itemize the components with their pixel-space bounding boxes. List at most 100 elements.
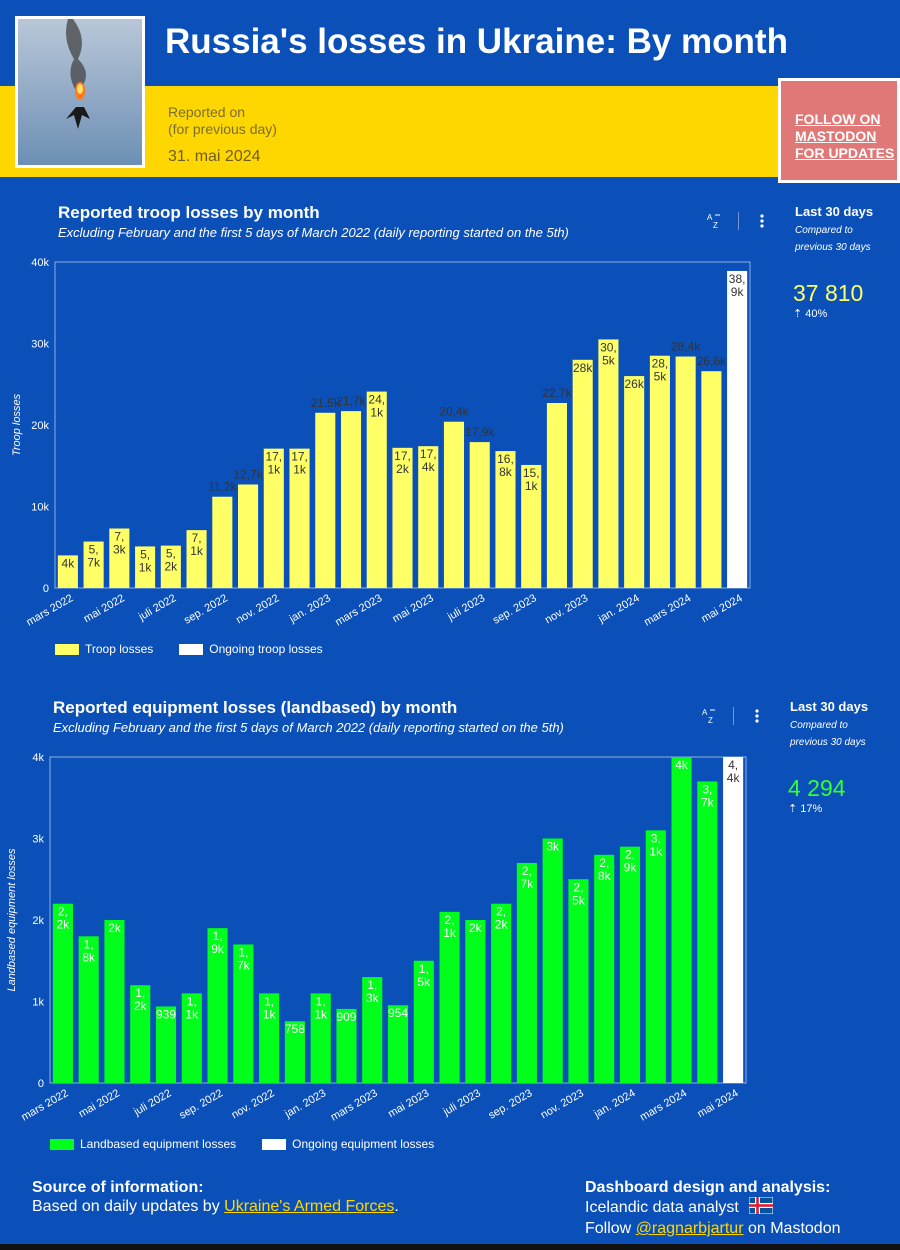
troop-data-label: 38, [729, 272, 746, 286]
header-band [0, 86, 900, 177]
troop-data-label: 4k [422, 460, 436, 474]
troop-data-label: 1k [525, 479, 539, 493]
svg-text:Z: Z [708, 716, 713, 725]
source-end: . [394, 1198, 399, 1215]
design-text: Icelandic data analyst [585, 1199, 739, 1217]
troop-y-axis-title: Troop losses [11, 393, 23, 456]
equip-data-label: 2k [108, 921, 122, 935]
troop-legend-swatch [55, 643, 79, 655]
equip-data-label: 1k [443, 926, 457, 940]
equip-data-label: 1, [135, 986, 145, 1000]
equip-data-label: 2, [573, 880, 583, 894]
troop-data-label: 17, [394, 449, 411, 463]
troop-data-label: 9k [731, 285, 745, 299]
equip-x-tick-label: jan. 2023 [282, 1087, 328, 1121]
equip-data-label: 939 [156, 1007, 176, 1021]
equip-data-label: 9k [211, 942, 225, 956]
mastodon-handle-link[interactable]: @ragnarbjartur [635, 1220, 744, 1237]
equip-bar [181, 993, 202, 1083]
equip-bar [645, 830, 666, 1083]
equip-bar [52, 903, 73, 1083]
troop-ongoing-bar [727, 270, 748, 588]
troop-bar [521, 464, 542, 588]
equip-data-label: 1, [264, 994, 274, 1008]
troop-data-label: 1k [293, 463, 307, 477]
source-text: Based on daily updates by [32, 1198, 225, 1215]
equip-data-label: 2, [522, 864, 532, 878]
equip-data-label: 2, [496, 905, 506, 919]
equip-data-label: 1k [185, 1007, 199, 1021]
troop-data-label: 1k [139, 560, 153, 574]
troop-data-label: 30, [600, 340, 617, 354]
troop-data-label: 1k [190, 544, 204, 558]
equip-y-tick-label: 3k [32, 834, 44, 846]
equip-bar [78, 936, 99, 1083]
troop-side-sub-line2: previous 30 days [795, 242, 871, 253]
equip-data-label: 3, [702, 782, 712, 796]
troop-data-label: 17, [420, 447, 437, 461]
equip-bar [207, 928, 228, 1083]
troop-data-label: 17, [265, 450, 282, 464]
troop-bar [649, 355, 670, 588]
troop-data-label: 4k [62, 556, 76, 570]
troop-data-label: 8k [499, 465, 513, 479]
equip-x-tick-label: nov. 2022 [229, 1087, 276, 1121]
equip-bar [568, 879, 589, 1083]
equip-30day-value: 4 294 [788, 775, 846, 801]
equip-data-label: 1, [419, 962, 429, 976]
troop-bar [315, 412, 336, 588]
troop-chart-title: Reported troop losses by month [58, 203, 320, 222]
equip-data-label: 1, [238, 945, 248, 959]
troop-data-label: 21,5k [311, 396, 341, 410]
mastodon-follow-box[interactable]: FOLLOW ON MASTODON FOR UPDATES [778, 78, 900, 183]
troop-bar [598, 339, 619, 588]
equip-legend-label: Landbased equipment losses [80, 1137, 237, 1151]
equip-data-label: 1, [84, 937, 94, 951]
bottom-bar [0, 1244, 900, 1250]
equip-legend-swatch [50, 1138, 74, 1150]
troop-data-label: 5, [89, 543, 99, 557]
ongoing-troop-legend-label: Ongoing troop losses [209, 642, 323, 656]
troop-bar [109, 528, 130, 588]
equip-data-label: 3, [651, 831, 661, 845]
equip-bar [310, 993, 331, 1083]
equip-bar [259, 993, 280, 1083]
more-vertical-icon[interactable] [751, 707, 763, 728]
equip-bar [362, 977, 383, 1083]
troop-data-label: 24, [368, 393, 385, 407]
equip-bar [542, 838, 563, 1083]
equip-side-subtitle: Compared to previous 30 days [790, 717, 866, 751]
troop-bar [572, 359, 593, 588]
source-link[interactable]: Ukraine's Armed Forces [224, 1198, 395, 1215]
ongoing-equip-legend-label: Ongoing equipment losses [292, 1137, 435, 1151]
troop-data-label: 1k [370, 406, 384, 420]
equip-data-label: 2, [599, 856, 609, 870]
equip-legend: Landbased equipment losses Ongoing equip… [50, 1137, 460, 1151]
equip-data-label: 7k [237, 958, 251, 972]
reported-label: Reported on (for previous day) [168, 104, 277, 138]
toolbar-divider [733, 707, 734, 725]
equip-data-label: 4k [675, 758, 689, 772]
troop-side-sub-line1: Compared to [795, 225, 853, 236]
equip-side-sub-line2: previous 30 days [790, 737, 866, 748]
more-vertical-icon[interactable] [756, 212, 768, 233]
troop-data-label: 2k [396, 462, 410, 476]
troop-data-label: 17,9k [465, 425, 495, 439]
equip-y-tick-label: 0 [38, 1078, 44, 1090]
equip-data-label: 1, [187, 994, 197, 1008]
equip-side-title: Last 30 days [790, 699, 869, 714]
equip-data-label: 2k [495, 918, 509, 932]
report-date: 31. mai 2024 [168, 148, 261, 165]
troop-data-label: 22,7k [542, 386, 572, 400]
mastodon-follow-link[interactable]: FOLLOW ON MASTODON FOR UPDATES [795, 111, 897, 162]
equip-bar [104, 920, 125, 1083]
troop-legend: Troop losses Ongoing troop losses [55, 642, 349, 656]
follow-text: Follow [585, 1220, 636, 1237]
troop-data-label: 28,4k [671, 340, 701, 354]
equip-data-label: 2k [134, 999, 148, 1013]
troop-data-label: 28k [573, 361, 593, 375]
design-title: Dashboard design and analysis: [585, 1179, 831, 1196]
equip-data-label: 4k [727, 771, 741, 785]
